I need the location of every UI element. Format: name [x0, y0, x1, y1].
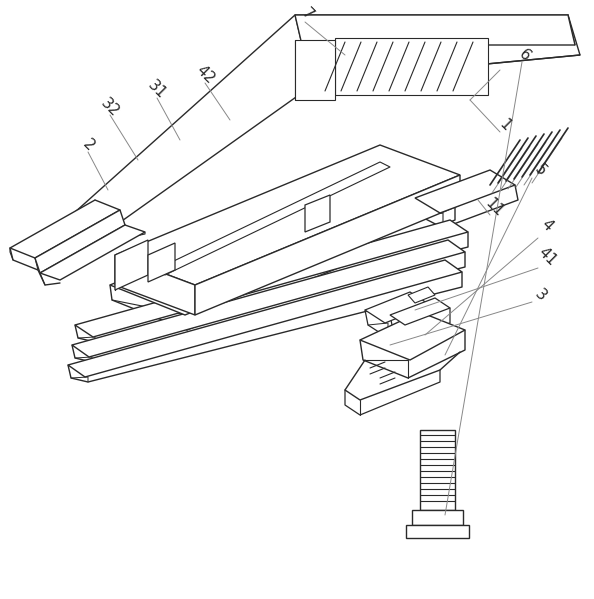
- Polygon shape: [35, 210, 125, 273]
- Polygon shape: [115, 255, 195, 315]
- Polygon shape: [110, 175, 455, 315]
- Text: 7: 7: [298, 5, 315, 23]
- Polygon shape: [115, 240, 148, 290]
- Polygon shape: [72, 240, 465, 357]
- Polygon shape: [148, 243, 175, 282]
- Polygon shape: [115, 145, 460, 285]
- Polygon shape: [195, 175, 460, 315]
- Text: 41: 41: [535, 245, 559, 269]
- Polygon shape: [415, 170, 515, 213]
- Polygon shape: [390, 298, 450, 325]
- Polygon shape: [68, 260, 462, 377]
- Polygon shape: [360, 312, 465, 360]
- Polygon shape: [365, 292, 430, 323]
- Text: 31: 31: [145, 78, 169, 102]
- Polygon shape: [295, 15, 575, 45]
- Polygon shape: [55, 15, 580, 265]
- Text: 2: 2: [79, 137, 97, 154]
- Polygon shape: [75, 220, 468, 337]
- Polygon shape: [305, 195, 330, 232]
- Text: 11: 11: [482, 196, 506, 220]
- Text: 6: 6: [516, 46, 534, 63]
- Text: 4: 4: [538, 216, 556, 234]
- Polygon shape: [335, 38, 488, 95]
- Text: 1: 1: [497, 116, 514, 134]
- Polygon shape: [40, 225, 145, 280]
- Text: 5: 5: [531, 161, 549, 179]
- Polygon shape: [295, 40, 335, 100]
- Text: 3: 3: [531, 286, 549, 304]
- Polygon shape: [408, 287, 435, 303]
- Text: 42: 42: [193, 63, 217, 87]
- Polygon shape: [420, 430, 455, 510]
- Polygon shape: [10, 200, 120, 258]
- Polygon shape: [412, 510, 463, 525]
- Text: 32: 32: [98, 96, 122, 120]
- Polygon shape: [406, 525, 469, 538]
